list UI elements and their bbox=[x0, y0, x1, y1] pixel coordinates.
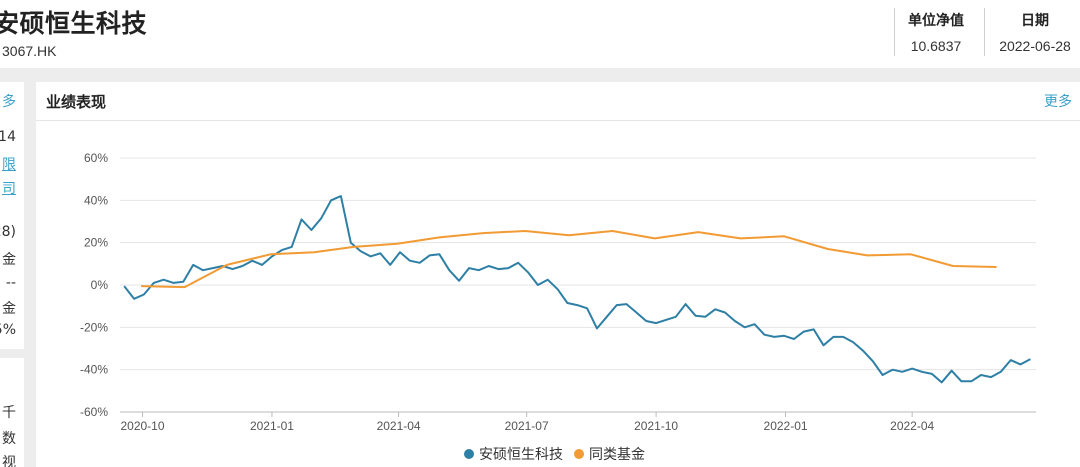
x-tick-label: 2021-01 bbox=[250, 419, 294, 433]
left-line: 28) bbox=[0, 224, 16, 240]
left-company-link[interactable]: 司 bbox=[2, 181, 16, 197]
y-tick-label: -20% bbox=[80, 320, 108, 334]
left-line: 数 bbox=[2, 431, 16, 447]
date-label: 日期 bbox=[1021, 13, 1049, 29]
left-company-link[interactable]: 限 bbox=[2, 157, 16, 173]
nav-stat: 单位净值 10.6837 bbox=[900, 10, 972, 54]
fund-header: 安硕恒生科技 3067.HK 单位净值 10.6837 日期 2022-06-2… bbox=[0, 0, 1080, 68]
legend-label-2: 同类基金 bbox=[589, 446, 645, 463]
left-info-card: 多 14 限 司 28) 金 -- 金 5% bbox=[0, 82, 24, 349]
series-line-1 bbox=[123, 195, 1031, 384]
series-line-2 bbox=[141, 230, 997, 289]
nav-value: 10.6837 bbox=[910, 38, 962, 54]
y-tick-label: -60% bbox=[80, 405, 108, 419]
y-tick-label: 20% bbox=[84, 236, 108, 250]
header-divider bbox=[984, 8, 985, 56]
legend-label-1: 安硕恒生科技 bbox=[479, 447, 563, 463]
nav-label: 单位净值 bbox=[908, 13, 964, 29]
card-divider bbox=[36, 120, 1080, 121]
left-line: 金 bbox=[2, 252, 16, 268]
card-title: 业绩表现 bbox=[46, 93, 107, 111]
y-tick-label: 60% bbox=[84, 151, 108, 165]
left-line: 千 bbox=[2, 405, 16, 421]
x-tick-label: 2020-10 bbox=[120, 419, 164, 433]
fund-title: 安硕恒生科技 bbox=[0, 9, 148, 38]
performance-card: 业绩表现 更多 -60% -40% -20% 0% 20% 40% 60% 2020-10 20… bbox=[36, 82, 1080, 467]
x-tick-label: 2021-04 bbox=[377, 419, 421, 433]
y-tick-label: 0% bbox=[91, 278, 109, 292]
legend-marker-1 bbox=[464, 449, 474, 459]
left-info-card-2: 千 数 视 bbox=[0, 358, 24, 467]
x-tick-label: 2022-01 bbox=[764, 419, 808, 433]
left-line: 5% bbox=[0, 322, 16, 338]
left-line: -- bbox=[5, 275, 16, 291]
header-divider bbox=[894, 8, 895, 56]
performance-chart: -60% -40% -20% 0% 20% 40% 60% 2020-10 2021-01 202… bbox=[80, 151, 1036, 463]
date-value: 2022-06-28 bbox=[999, 38, 1071, 54]
left-line: 金 bbox=[2, 301, 16, 317]
left-line: 14 bbox=[0, 129, 16, 145]
left-more-link[interactable]: 多 bbox=[2, 94, 16, 110]
y-tick-label: -40% bbox=[80, 363, 108, 377]
fund-code: 3067.HK bbox=[2, 43, 57, 59]
left-line: 视 bbox=[2, 455, 16, 467]
x-tick-label: 2022-04 bbox=[890, 419, 934, 433]
legend-marker-2 bbox=[574, 449, 584, 459]
date-stat: 日期 2022-06-28 bbox=[990, 10, 1080, 54]
x-tick-label: 2021-10 bbox=[634, 419, 678, 433]
y-tick-label: 40% bbox=[84, 193, 108, 207]
x-tick-label: 2021-07 bbox=[505, 419, 549, 433]
more-link[interactable]: 更多 bbox=[1044, 94, 1072, 110]
